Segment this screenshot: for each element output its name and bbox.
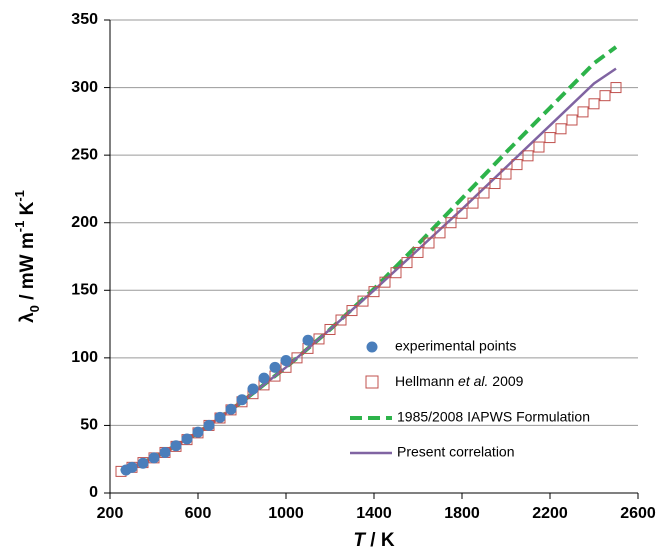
data-point (500, 168, 512, 180)
y-tick-label: 150 (71, 282, 98, 299)
data-point (368, 286, 380, 298)
data-point (181, 433, 193, 445)
y-tick-label: 50 (80, 417, 98, 434)
y-axis-label-part: λ (17, 312, 38, 323)
x-axis-label-part: / K (365, 530, 395, 551)
x-axis-label-part: T (353, 530, 366, 551)
legend-label: experimental points (395, 338, 516, 354)
data-point (126, 461, 138, 473)
legend-label: Hellmann et al. 2009 (395, 373, 524, 389)
y-tick-label: 0 (89, 484, 98, 501)
x-tick-label: 1400 (356, 505, 392, 522)
data-point (236, 394, 248, 406)
x-tick-label: 1800 (444, 505, 480, 522)
y-tick-label: 100 (71, 349, 98, 366)
data-point (566, 114, 578, 126)
data-point (478, 187, 490, 199)
x-tick-label: 600 (185, 505, 212, 522)
data-point (522, 150, 534, 162)
data-point (324, 323, 336, 335)
x-tick-label: 1000 (268, 505, 304, 522)
x-tick-label: 200 (97, 505, 124, 522)
legend-marker (366, 341, 378, 353)
data-point (445, 217, 457, 229)
data-point (434, 227, 446, 239)
data-point (412, 246, 424, 258)
y-tick-label: 350 (71, 11, 98, 28)
data-point (357, 295, 369, 307)
data-point (533, 141, 545, 153)
legend-label-part: Hellmann (395, 373, 458, 389)
data-point (379, 276, 391, 288)
data-point (610, 82, 622, 94)
x-axis-label: T / K (353, 530, 394, 551)
data-point (599, 90, 611, 102)
data-point (423, 237, 435, 249)
y-axis-label-part: -1 (12, 221, 27, 233)
data-point (390, 267, 402, 279)
data-point (346, 305, 358, 317)
y-axis-label-part: / mW m (17, 232, 38, 305)
legend-label: Present correlation (397, 444, 515, 460)
data-point (489, 178, 501, 190)
y-tick-label: 200 (71, 214, 98, 231)
y-axis-label-part: -1 (12, 190, 27, 202)
data-point (335, 314, 347, 326)
y-axis-label-part: 0 (27, 305, 42, 312)
data-point (555, 123, 567, 135)
x-tick-label: 2600 (620, 505, 656, 522)
data-point (456, 207, 468, 219)
data-point (225, 403, 237, 415)
data-point (401, 257, 413, 269)
data-point (467, 197, 479, 209)
data-point (577, 106, 589, 118)
data-point (511, 159, 523, 171)
data-point (247, 383, 259, 395)
data-point (159, 446, 171, 458)
data-point (170, 440, 182, 452)
data-point (269, 361, 281, 373)
data-point (302, 334, 314, 346)
data-point (588, 98, 600, 110)
data-point (544, 132, 556, 144)
x-tick-label: 2200 (532, 505, 568, 522)
data-point (214, 411, 226, 423)
data-point (313, 333, 325, 345)
data-point (192, 426, 204, 438)
y-tick-label: 300 (71, 79, 98, 96)
legend-label-part: 2009 (488, 373, 523, 389)
data-point (280, 355, 292, 367)
data-point (148, 452, 160, 464)
data-point (291, 352, 303, 364)
legend-label: 1985/2008 IAPWS Formulation (397, 409, 590, 425)
data-point (137, 457, 149, 469)
y-axis-label: λ0 / mW m-1 K-1 (12, 190, 42, 323)
y-axis-label-part: K (17, 201, 38, 220)
y-tick-label: 250 (71, 146, 98, 163)
data-point (258, 372, 270, 384)
legend-marker (365, 375, 379, 389)
data-point (203, 419, 215, 431)
legend-label-part: et al. (458, 373, 488, 389)
